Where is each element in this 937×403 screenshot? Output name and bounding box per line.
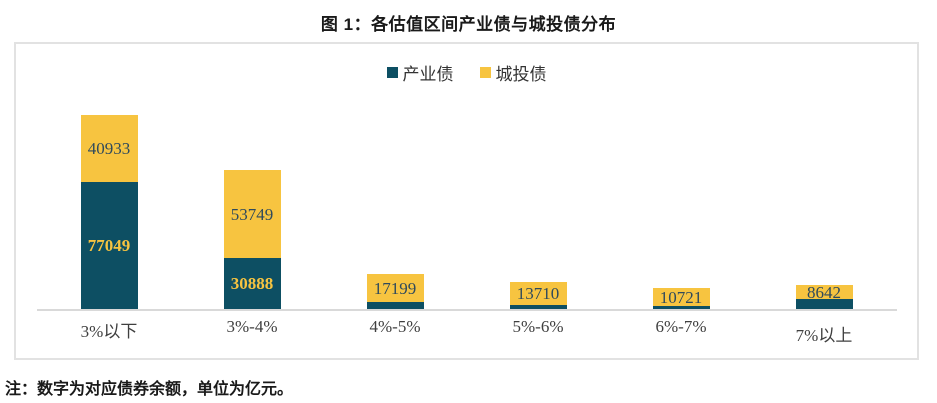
x-axis-line <box>37 309 897 311</box>
bar-segment-industrial-bond-5 <box>795 299 853 309</box>
x-axis-label-3: 5%-6% <box>512 317 564 336</box>
bar-value-label-urban-investment-bond-1: 53749 <box>230 204 274 224</box>
x-axis-label-2: 4%-5% <box>369 317 421 336</box>
bar-segment-urban-investment-bond-3: 13710 <box>509 282 567 305</box>
bar-segment-industrial-bond-1: 30888 <box>223 258 281 309</box>
bar-value-label-industrial-bond-0: 77049 <box>87 236 131 255</box>
legend-item-industrial-bond: 产业债 <box>386 60 454 85</box>
legend-item-urban-investment-bond: 城投债 <box>479 60 547 85</box>
bar-segment-industrial-bond-2 <box>366 302 424 309</box>
stacked-bar-4: 10721 <box>652 287 710 309</box>
bar-segment-urban-investment-bond-0: 40933 <box>80 115 138 182</box>
chart-legend: 产业债 城投债 <box>16 60 917 85</box>
x-axis-label-4: 6%-7% <box>655 317 707 336</box>
bar-value-label-urban-investment-bond-4: 10721 <box>659 287 703 307</box>
bar-segment-urban-investment-bond-5: 8642 <box>795 282 853 302</box>
bar-segment-industrial-bond-3 <box>509 305 567 309</box>
bar-value-label-urban-investment-bond-0: 40933 <box>87 139 131 158</box>
x-axis-label-5: 7%以上 <box>795 326 853 345</box>
bar-value-label-urban-investment-bond-5: 8642 <box>807 282 841 302</box>
bar-segment-industrial-bond-4 <box>652 306 710 309</box>
stacked-bar-5: 8642 <box>795 282 853 309</box>
chart-frame: 40933 77049 3%以下 53749 30888 3%-4% 17199 4%-5% 1… <box>14 42 919 360</box>
stacked-bar-2: 17199 <box>366 274 424 309</box>
bar-segment-urban-investment-bond-4: 10721 <box>652 287 710 307</box>
footnote: 注：数字为对应债券余额，单位为亿元。 <box>5 381 294 398</box>
bar-segment-urban-investment-bond-1: 53749 <box>223 170 281 258</box>
legend-label-industrial-bond: 产业债 <box>402 65 454 84</box>
stacked-bar-1: 53749 30888 <box>223 170 281 309</box>
plot-area: 40933 77049 3%以下 53749 30888 3%-4% 17199 4%-5% 1… <box>16 44 917 358</box>
bar-value-label-urban-investment-bond-3: 13710 <box>516 284 560 303</box>
legend-swatch-industrial-bond-icon <box>386 67 398 78</box>
bar-segment-industrial-bond-0: 77049 <box>80 182 138 309</box>
bar-value-label-industrial-bond-1: 30888 <box>230 274 274 293</box>
x-axis-label-0: 3%以下 <box>80 322 138 341</box>
bar-segment-urban-investment-bond-2: 17199 <box>366 274 424 302</box>
bar-value-label-urban-investment-bond-2: 17199 <box>373 278 417 298</box>
stacked-bar-3: 13710 <box>509 282 567 309</box>
stacked-bar-0: 40933 77049 <box>80 115 138 309</box>
x-axis-label-1: 3%-4% <box>226 317 278 336</box>
legend-label-urban-investment-bond: 城投债 <box>495 65 547 84</box>
chart-title: 图 1：各估值区间产业债与城投债分布 <box>320 15 617 34</box>
legend-swatch-urban-investment-bond-icon <box>479 67 491 78</box>
